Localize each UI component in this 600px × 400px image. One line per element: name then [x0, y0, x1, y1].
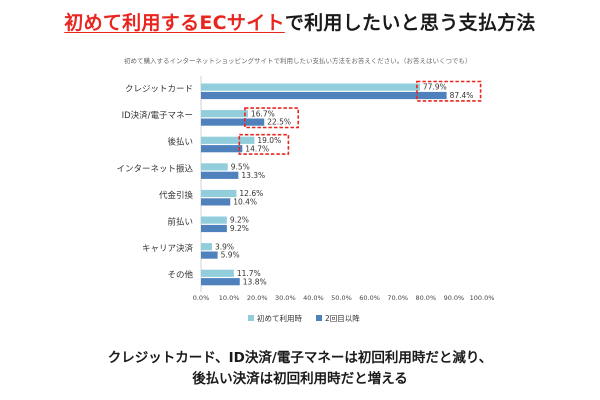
- data-label: 13.8%: [243, 277, 267, 286]
- x-tick-label: 70.0%: [387, 294, 408, 302]
- bar-repeat: [201, 278, 240, 286]
- data-label: 3.9%: [215, 242, 234, 251]
- category-label: ID決済/電子マネー: [122, 110, 193, 121]
- data-label: 10.4%: [233, 198, 257, 207]
- data-label: 9.2%: [230, 224, 249, 233]
- bar-repeat: [201, 91, 447, 100]
- headline-rest: で利用したいと思う支払方法: [284, 12, 536, 34]
- bar-first-time: [201, 83, 420, 91]
- data-label: 12.6%: [239, 189, 263, 198]
- x-tick-label: 40.0%: [303, 294, 324, 302]
- category-label: 後払い: [167, 137, 193, 148]
- bar-repeat: [201, 251, 218, 259]
- bar-first-time: [201, 163, 228, 171]
- data-label: 16.7%: [251, 109, 275, 118]
- bar-repeat: [201, 171, 239, 179]
- x-tick-label: 60.0%: [359, 294, 380, 302]
- bar-first-time: [201, 269, 234, 277]
- data-label: 9.2%: [230, 216, 249, 225]
- data-label: 19.0%: [257, 136, 281, 145]
- legend-repeat: 2回目以降: [325, 313, 360, 323]
- data-label: 5.9%: [221, 251, 240, 260]
- bar-repeat: [201, 118, 265, 126]
- survey-question: 初めて購入するインターネットショッピングサイトで利用したい支払い方法をお答えくだ…: [124, 57, 472, 65]
- bar-first-time: [201, 243, 212, 251]
- data-label: 14.7%: [245, 144, 269, 153]
- data-label: 11.7%: [237, 269, 261, 278]
- x-tick-label: 0.0%: [193, 294, 210, 302]
- data-label: 13.3%: [241, 171, 265, 180]
- bar-repeat: [201, 198, 231, 206]
- x-tick-label: 90.0%: [444, 294, 465, 302]
- legend-swatch-first-time: [248, 315, 254, 321]
- takeaway-line-2: 後払い決済は初回利用時だと増える: [192, 371, 408, 387]
- takeaway-line-1: クレジットカード、ID決済/電子マネーは初回利用時だと減り、: [107, 350, 493, 366]
- bar-repeat: [201, 145, 243, 153]
- x-tick-label: 80.0%: [415, 294, 436, 302]
- highlight-box: [416, 80, 482, 102]
- bar-first-time: [201, 136, 255, 144]
- category-label: キャリア決済: [142, 243, 194, 254]
- bar-first-time: [201, 189, 237, 198]
- category-label: 前払い: [167, 217, 193, 228]
- headline-accent: 初めて利用するECサイト: [64, 12, 285, 34]
- category-label: 代金引換: [159, 190, 194, 201]
- x-tick-label: 20.0%: [247, 294, 268, 302]
- data-label: 9.5%: [231, 163, 250, 172]
- category-label: インターネット振込: [116, 163, 193, 174]
- takeaway: クレジットカード、ID決済/電子マネーは初回利用時だと減り、 後払い決済は初回利…: [0, 348, 600, 390]
- data-label: 22.5%: [267, 118, 291, 127]
- legend-first-time: 初めて利用時: [257, 313, 302, 323]
- headline: 初めて利用するECサイトで利用したいと思う支払方法: [0, 8, 600, 35]
- x-tick-label: 10.0%: [219, 294, 240, 302]
- legend-swatch-repeat: [316, 315, 322, 321]
- highlight-box: [238, 133, 290, 155]
- x-tick-label: 30.0%: [275, 294, 296, 302]
- bar-first-time: [201, 216, 227, 224]
- highlight-box: [244, 107, 300, 129]
- bar-first-time: [201, 110, 248, 118]
- data-label: 77.9%: [423, 83, 447, 92]
- data-label: 87.4%: [450, 91, 474, 100]
- bar-repeat: [201, 224, 227, 233]
- category-label: クレジットカード: [125, 85, 193, 95]
- x-tick-label: 100.0%: [470, 294, 495, 302]
- x-tick-label: 50.0%: [331, 294, 352, 302]
- category-label: その他: [167, 270, 193, 281]
